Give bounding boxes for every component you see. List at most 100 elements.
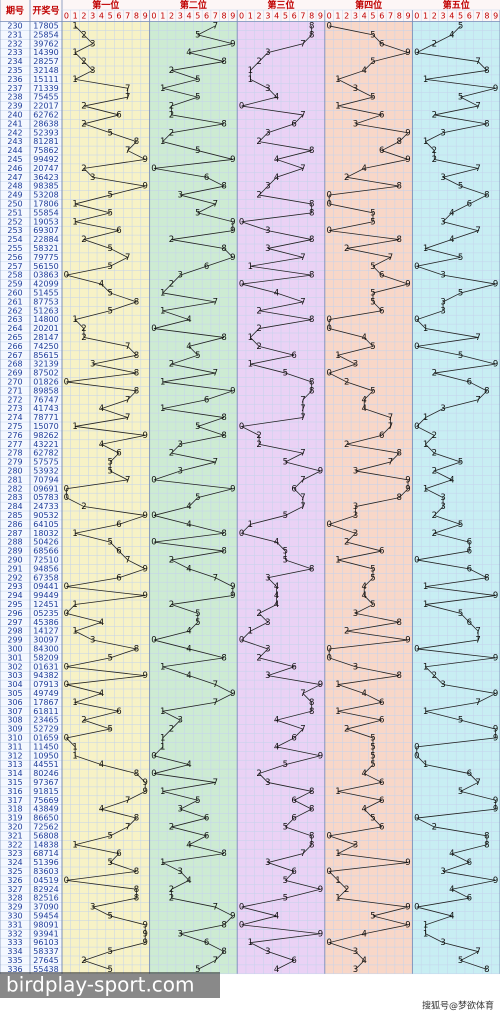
issue: 234: [7, 57, 22, 66]
digit: 2: [256, 324, 261, 334]
issue: 264: [7, 324, 22, 333]
digit: 6: [379, 146, 384, 156]
winning-number: 17867: [33, 698, 58, 707]
digit-label: 5: [108, 12, 113, 21]
issue: 252: [7, 217, 22, 226]
digit: 3: [440, 493, 445, 503]
digit: 9: [143, 778, 148, 788]
digit: 1: [248, 75, 253, 85]
winning-number: 75669: [33, 796, 58, 805]
digit: 2: [256, 609, 261, 619]
winning-number: 32139: [33, 360, 58, 369]
digit: 9: [143, 920, 148, 930]
digit-label: 6: [116, 12, 121, 21]
issue: 262: [7, 306, 22, 315]
winning-number: 58209: [33, 653, 58, 662]
digit: 1: [72, 627, 77, 637]
digit: 0: [414, 422, 419, 432]
digit: 7: [213, 458, 218, 468]
issue: 295: [7, 600, 22, 609]
digit: 0: [239, 636, 244, 646]
digit: 8: [397, 618, 402, 628]
digit: 7: [300, 164, 305, 174]
winning-number: 45386: [33, 618, 58, 627]
winning-number: 82924: [33, 885, 58, 894]
digit: 9: [143, 929, 148, 939]
winning-number: 05235: [33, 609, 58, 618]
digit: 6: [116, 226, 121, 236]
issue: 270: [7, 377, 22, 386]
digit: 1: [423, 137, 428, 147]
digit: 6: [116, 849, 121, 859]
source: 搜狐号@梦欲体育: [422, 1000, 494, 1012]
digit: 7: [213, 297, 218, 307]
issue: 323: [7, 849, 22, 858]
issue: 314: [7, 769, 22, 778]
winning-number: 85615: [33, 351, 58, 360]
digit: 0: [239, 217, 244, 227]
winning-number: 07913: [33, 680, 58, 689]
winning-number: 30097: [33, 636, 58, 645]
digit: 0: [64, 377, 69, 387]
issue: 261: [7, 297, 22, 306]
digit: 0: [414, 262, 419, 272]
digit: 1: [160, 707, 165, 717]
digit: 5: [107, 725, 112, 735]
digit: 0: [64, 609, 69, 619]
winning-number: 18032: [33, 529, 58, 538]
digit: 3: [90, 903, 95, 913]
digit: 3: [440, 271, 445, 281]
issue: 302: [7, 662, 22, 671]
digit: 4: [449, 911, 454, 921]
winning-number: 87753: [33, 297, 58, 306]
digit: 9: [318, 885, 323, 895]
digit: 8: [484, 66, 489, 76]
digit: 8: [397, 137, 402, 147]
issue: 244: [7, 146, 22, 155]
digit-label: 0: [414, 12, 419, 21]
digit: 5: [195, 965, 200, 975]
digit: 3: [353, 965, 358, 975]
digit: 5: [107, 306, 112, 316]
digit: 0: [326, 226, 331, 236]
digit: 0: [414, 644, 419, 654]
winning-number: 98091: [33, 920, 58, 929]
issue: 313: [7, 760, 22, 769]
digit: 4: [99, 805, 104, 815]
digit: 5: [107, 466, 112, 476]
digit: 8: [397, 182, 402, 192]
digit: 8: [397, 671, 402, 681]
winning-number: 53932: [33, 466, 58, 475]
digit: 2: [344, 377, 349, 387]
digit-label: 8: [397, 12, 402, 21]
digit: 7: [300, 395, 305, 405]
digit: 8: [309, 146, 314, 156]
issue: 307: [7, 707, 22, 716]
digit: 7: [213, 903, 218, 913]
digit: 0: [64, 484, 69, 494]
digit: 7: [213, 956, 218, 966]
digit: 6: [379, 716, 384, 726]
digit: 2: [432, 511, 437, 521]
issue: 299: [7, 636, 22, 645]
digit: 5: [370, 733, 375, 743]
digit-label: 7: [213, 12, 218, 21]
winning-number: 97367: [33, 778, 58, 787]
digit: 2: [81, 333, 86, 343]
digit: 2: [344, 244, 349, 254]
digit: 3: [353, 502, 358, 512]
digit-label: 0: [151, 12, 156, 21]
digit: 1: [423, 413, 428, 423]
issue: 249: [7, 191, 22, 200]
digit: 5: [370, 57, 375, 67]
digit: 8: [484, 573, 489, 583]
digit: 5: [370, 386, 375, 396]
digit: 6: [291, 662, 296, 672]
digit-label: 3: [441, 12, 446, 21]
digit: 2: [81, 57, 86, 67]
digit: 2: [344, 440, 349, 450]
digit: 7: [125, 395, 130, 405]
digit: 9: [230, 386, 235, 396]
digit: 3: [265, 84, 270, 94]
digit-label: 1: [160, 12, 165, 21]
